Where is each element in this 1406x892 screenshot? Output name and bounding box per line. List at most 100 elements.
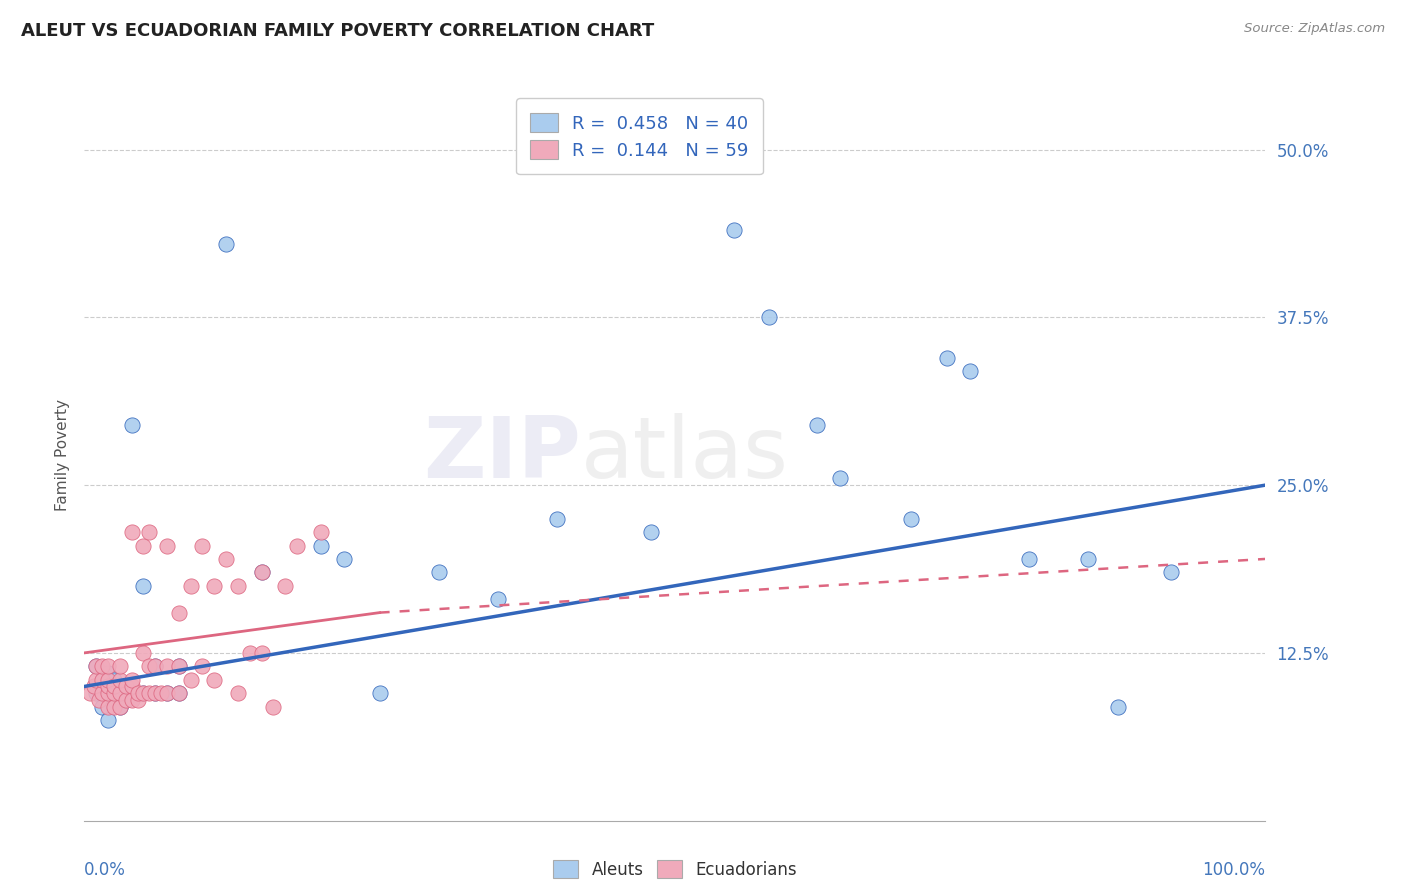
Point: [97, 699, 120, 714]
Point: [427, 566, 450, 580]
Point: [127, 693, 149, 707]
Point: [121, 417, 143, 432]
Y-axis label: Family Poverty: Family Poverty: [55, 399, 70, 511]
Point: [79, 686, 101, 700]
Point: [97, 659, 120, 673]
Point: [121, 680, 143, 694]
Point: [167, 686, 190, 700]
Point: [900, 511, 922, 525]
Point: [108, 673, 131, 687]
Point: [121, 693, 143, 707]
Point: [959, 364, 981, 378]
Point: [1107, 699, 1129, 714]
Point: [723, 223, 745, 237]
Point: [156, 686, 179, 700]
Point: [114, 693, 136, 707]
Point: [285, 539, 308, 553]
Point: [486, 592, 509, 607]
Point: [127, 686, 149, 700]
Point: [250, 646, 273, 660]
Point: [262, 699, 284, 714]
Point: [640, 525, 662, 540]
Point: [108, 699, 131, 714]
Point: [103, 686, 125, 700]
Point: [103, 699, 125, 714]
Point: [150, 686, 173, 700]
Point: [84, 659, 107, 673]
Point: [138, 525, 160, 540]
Point: [132, 579, 155, 593]
Point: [132, 686, 155, 700]
Point: [226, 579, 249, 593]
Point: [1160, 566, 1182, 580]
Text: ALEUT VS ECUADORIAN FAMILY POVERTY CORRELATION CHART: ALEUT VS ECUADORIAN FAMILY POVERTY CORRE…: [21, 22, 654, 40]
Point: [215, 236, 238, 251]
Point: [806, 417, 828, 432]
Text: ZIP: ZIP: [423, 413, 581, 497]
Point: [97, 673, 120, 687]
Point: [103, 680, 125, 694]
Point: [935, 351, 957, 365]
Point: [143, 659, 166, 673]
Text: 100.0%: 100.0%: [1202, 861, 1265, 879]
Point: [83, 680, 105, 694]
Text: 0.0%: 0.0%: [84, 861, 127, 879]
Point: [138, 659, 160, 673]
Point: [97, 713, 120, 727]
Text: Source: ZipAtlas.com: Source: ZipAtlas.com: [1244, 22, 1385, 36]
Point: [143, 686, 166, 700]
Point: [143, 686, 166, 700]
Point: [108, 699, 131, 714]
Point: [202, 673, 225, 687]
Point: [167, 606, 190, 620]
Point: [274, 579, 297, 593]
Point: [309, 525, 332, 540]
Point: [333, 552, 356, 566]
Point: [108, 659, 131, 673]
Point: [132, 686, 155, 700]
Point: [87, 693, 110, 707]
Point: [156, 686, 179, 700]
Point: [239, 646, 262, 660]
Point: [132, 646, 155, 660]
Point: [156, 539, 179, 553]
Point: [132, 539, 155, 553]
Point: [91, 659, 114, 673]
Point: [180, 579, 202, 593]
Point: [138, 686, 160, 700]
Point: [108, 680, 131, 694]
Point: [121, 673, 143, 687]
Point: [91, 673, 114, 687]
Point: [167, 659, 190, 673]
Point: [97, 686, 120, 700]
Point: [191, 659, 214, 673]
Point: [91, 673, 114, 687]
Point: [91, 686, 114, 700]
Point: [167, 686, 190, 700]
Point: [103, 693, 125, 707]
Point: [1018, 552, 1040, 566]
Point: [114, 693, 136, 707]
Point: [191, 539, 214, 553]
Point: [156, 659, 179, 673]
Point: [758, 310, 780, 325]
Legend: Aleuts, Ecuadorians: Aleuts, Ecuadorians: [547, 854, 803, 886]
Point: [114, 680, 136, 694]
Text: atlas: atlas: [581, 413, 789, 497]
Point: [546, 511, 568, 525]
Point: [202, 579, 225, 593]
Point: [97, 680, 120, 694]
Point: [215, 552, 238, 566]
Point: [250, 566, 273, 580]
Point: [180, 673, 202, 687]
Point: [226, 686, 249, 700]
Point: [121, 525, 143, 540]
Point: [309, 539, 332, 553]
Point: [97, 686, 120, 700]
Point: [84, 686, 107, 700]
Point: [84, 673, 107, 687]
Point: [250, 566, 273, 580]
Point: [167, 659, 190, 673]
Point: [97, 665, 120, 680]
Point: [91, 699, 114, 714]
